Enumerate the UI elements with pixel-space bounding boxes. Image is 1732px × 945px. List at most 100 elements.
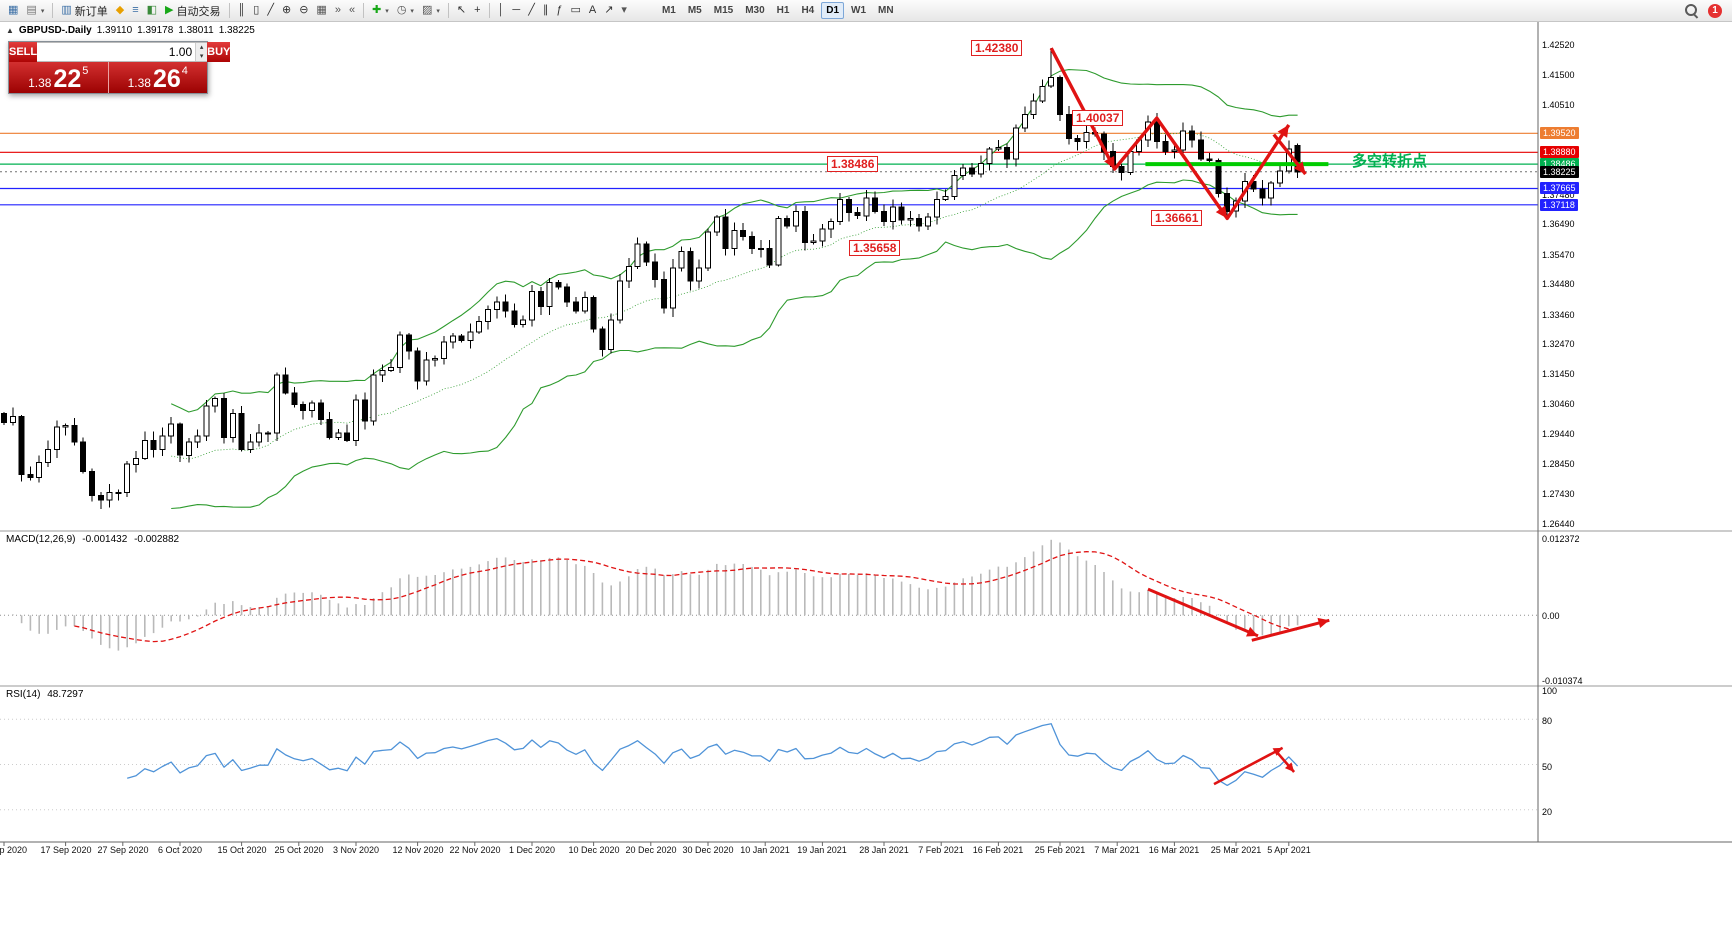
search-icon[interactable] (1684, 3, 1699, 18)
navigator-icon: ◧ (146, 4, 158, 16)
macd-signal-value: -0.002882 (134, 534, 180, 545)
channel-icon: ∥ (542, 4, 549, 16)
sell-header-button[interactable]: SELL (9, 42, 38, 62)
new-order-button[interactable]: ▥ 新订单 (57, 1, 111, 21)
periods-button[interactable]: ◷ ▾ (393, 1, 418, 21)
channel-button[interactable]: ∥ (539, 1, 553, 21)
zoom-in-button[interactable]: ⊕ (278, 1, 295, 21)
templates-dropdown-caret[interactable]: ▾ (436, 7, 440, 15)
crosshair-icon: + (474, 4, 481, 16)
chart-shift-icon: « (348, 4, 356, 16)
autotrading-icon: ▶ (165, 4, 174, 16)
crosshair-button[interactable]: + (470, 1, 484, 21)
date-axis-label: 30 Dec 2020 (682, 845, 734, 855)
date-axis-label: 5 Apr 2021 (1267, 845, 1311, 855)
trendline-icon: ╱ (528, 4, 535, 16)
price-axis-label: 1.29440 (1542, 429, 1575, 439)
text-label-icon: A (588, 4, 597, 16)
profiles-button[interactable]: ▤ ▾ (22, 1, 48, 21)
templates-button[interactable]: ▨ ▾ (418, 1, 444, 21)
timeframe-h4-button[interactable]: H4 (801, 5, 815, 16)
market-watch-button[interactable]: ≡ (128, 1, 142, 21)
autotrading-button[interactable]: ▶ 自动交易 (161, 1, 224, 21)
price-axis-label: 1.32470 (1542, 339, 1575, 349)
volume-up-button[interactable]: ▴ (196, 43, 208, 52)
chart-header: ▲ GBPUSD-.Daily 1.39110 1.39178 1.38011 … (6, 25, 255, 36)
turning-point-annotation: 多空转折点 (1352, 153, 1428, 170)
line-chart-button[interactable]: ╱ (263, 1, 278, 21)
rsi-axis-label: 50 (1542, 762, 1553, 772)
horizontal-line-button[interactable]: ─ (508, 1, 524, 21)
date-axis-label: 10 Dec 2020 (568, 845, 620, 855)
profiles-dropdown-caret[interactable]: ▾ (40, 7, 45, 15)
chart-shift-button[interactable]: « (345, 1, 359, 21)
notification-badge[interactable]: 1 (1708, 3, 1722, 18)
volume-input[interactable] (37, 43, 196, 61)
price-level-label: 1.37118 (1540, 199, 1578, 211)
date-axis-label: 19 Jan 2021 (797, 845, 847, 855)
candlestick-chart-button[interactable]: ▯ (249, 1, 263, 21)
one-click-toggle-icon[interactable]: ▲ (6, 26, 14, 35)
new-chart-button[interactable]: ▦ (4, 1, 22, 21)
timeframe-m15-button[interactable]: M15 (713, 5, 734, 16)
timeframe-d1-button[interactable]: D1 (821, 2, 845, 19)
volume-stepper: ▴ ▾ (195, 43, 208, 61)
arrow-objects-icon: ↗ (604, 4, 614, 16)
indicators-dropdown-caret[interactable]: ▾ (385, 7, 389, 15)
metaeditor-button[interactable]: ◆ (112, 1, 128, 21)
date-axis-label: 8 Sep 2020 (0, 845, 28, 855)
buy-price-button[interactable]: 1.38 26 4 (108, 62, 207, 93)
autotrading-label: 自动交易 (176, 5, 221, 18)
sell-price-prefix: 1.38 (28, 76, 52, 90)
macd-axis-label: -0.010374 (1542, 676, 1583, 686)
trendline-button[interactable]: ╱ (524, 1, 539, 21)
vertical-line-button[interactable]: │ (494, 1, 509, 21)
date-axis-label: 1 Dec 2020 (508, 845, 556, 855)
auto-scroll-icon: » (334, 4, 341, 16)
timeframe-m1-button[interactable]: M1 (661, 5, 676, 16)
date-axis-label: 17 Sep 2020 (40, 845, 92, 855)
line-chart-icon: ╱ (267, 4, 274, 16)
timeframe-m30-button[interactable]: M30 (745, 5, 765, 16)
one-click-trading-panel: SELL ▴ ▾ BUY 1.38 22 5 1.38 (8, 41, 231, 94)
price-axis-label: 1.37480 (1542, 190, 1575, 200)
market-watch-icon: ≡ (132, 4, 139, 16)
more-objects-icon: ▾ (621, 4, 627, 16)
shapes-button[interactable]: ▭ (566, 1, 584, 21)
zoom-out-button[interactable]: ⊖ (295, 1, 312, 21)
fibonacci-button[interactable]: ƒ (552, 1, 566, 21)
bar-chart-button[interactable]: ║ (234, 1, 250, 21)
timeframe-m5-button[interactable]: M5 (687, 5, 702, 16)
tile-windows-button[interactable]: ▦ (312, 1, 330, 21)
timeframe-w1-button[interactable]: W1 (851, 5, 867, 16)
ohlc-open: 1.39110 (96, 25, 133, 36)
price-annotation-box: 1.36661 (1151, 210, 1203, 226)
date-axis-label: 27 Sep 2020 (97, 845, 149, 855)
macd-main-value: -0.001432 (82, 534, 128, 545)
navigator-button[interactable]: ◧ (143, 1, 161, 21)
date-axis-label: 22 Nov 2020 (449, 845, 501, 855)
more-objects-button[interactable]: ▾ (617, 1, 631, 21)
timeframe-mn-button[interactable]: MN (878, 5, 894, 16)
periods-dropdown-caret[interactable]: ▾ (410, 7, 414, 15)
price-axis-label: 1.36490 (1542, 219, 1575, 229)
price-annotation-box: 1.40037 (1072, 110, 1124, 126)
arrow-objects-button[interactable]: ↗ (600, 1, 617, 21)
volume-field: ▴ ▾ (37, 42, 208, 62)
buy-header-button[interactable]: BUY (207, 42, 231, 62)
volume-down-button[interactable]: ▾ (196, 52, 208, 61)
toolbar-separator (363, 3, 365, 18)
macd-label: MACD(12,26,9) (6, 534, 76, 545)
cursor-button[interactable]: ↖ (453, 1, 470, 21)
sell-price-button[interactable]: 1.38 22 5 (9, 62, 109, 93)
auto-scroll-button[interactable]: » (331, 1, 345, 21)
price-axis-label: 1.27430 (1542, 489, 1575, 499)
text-label-button[interactable]: A (585, 1, 600, 21)
price-axis-label: 1.31450 (1542, 369, 1575, 379)
sell-price-pipette: 5 (82, 65, 89, 77)
indicators-button[interactable]: ✚ ▾ (368, 1, 393, 21)
timeframe-h1-button[interactable]: H1 (776, 5, 790, 16)
toolbar-right: 1 (1684, 3, 1728, 18)
periods-icon: ◷ (396, 4, 407, 16)
